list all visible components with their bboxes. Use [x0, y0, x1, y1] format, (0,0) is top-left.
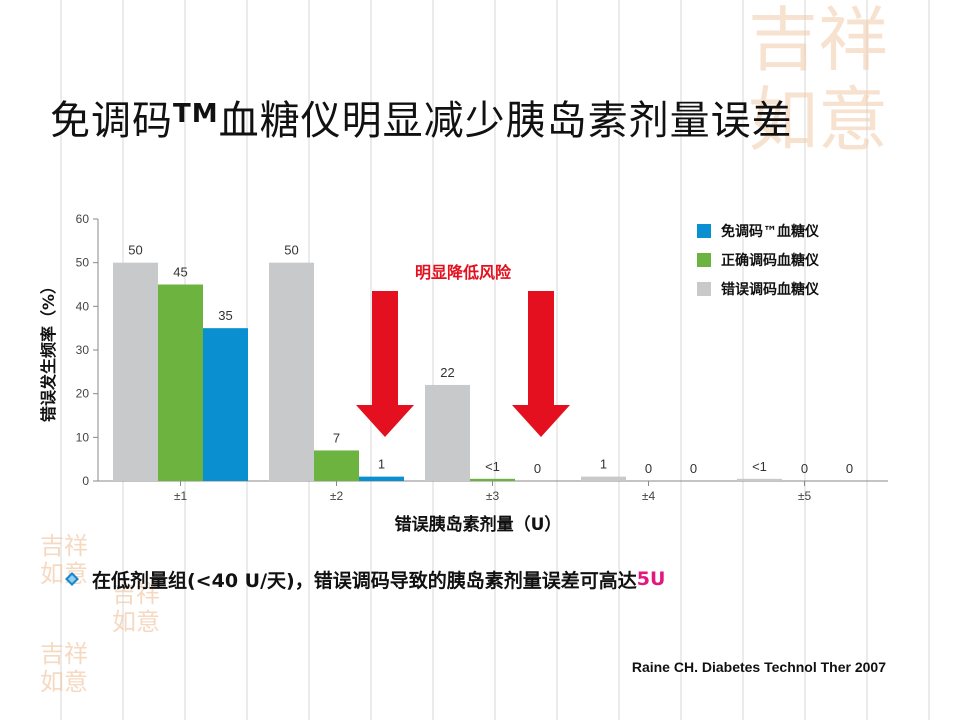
watermark-seal-small: 吉祥 如意 [40, 532, 88, 588]
data-label: 22 [440, 365, 454, 380]
bar [269, 262, 314, 481]
y-tick-label: 10 [76, 430, 90, 444]
title-part-1: 免调码 [50, 98, 173, 144]
title-part-2: 血糖仪明显减少胰岛素剂量误差 [218, 98, 793, 144]
watermark-seal-small: 吉祥 如意 [40, 640, 88, 696]
data-label: 50 [284, 243, 298, 258]
bullet-point: 在低剂量组(<40 U/天)，错误调码导致的胰岛素剂量误差可高达 5U [64, 564, 665, 594]
x-tick-label: ±2 [330, 489, 344, 503]
annotation-text: 明显降低风险 [415, 263, 512, 282]
legend-swatch [697, 224, 711, 238]
y-tick-label: 30 [76, 343, 90, 357]
bar [113, 262, 158, 481]
y-tick-label: 20 [76, 387, 90, 401]
data-label: 0 [534, 461, 541, 476]
legend-label: 正确调码血糖仪 [721, 252, 820, 269]
bar [359, 476, 404, 481]
watermark-seal-large: 吉祥 如意 [748, 0, 888, 161]
y-tick-label: 0 [82, 474, 89, 488]
data-label: 0 [846, 461, 853, 476]
bar [158, 284, 203, 481]
x-tick-label: ±5 [798, 489, 812, 503]
x-axis-title: 错误胰岛素剂量（U） [395, 514, 562, 535]
data-label: <1 [752, 459, 767, 474]
slide-title: 免调码TM血糖仪明显减少胰岛素剂量误差 [50, 88, 930, 146]
bullet-text: 在低剂量组(<40 U/天)，错误调码导致的胰岛素剂量误差可高达 [92, 569, 637, 592]
data-label: 1 [600, 457, 607, 472]
x-tick-label: ±1 [174, 489, 188, 503]
data-label: 7 [333, 430, 340, 445]
data-label: <1 [485, 459, 500, 474]
legend-swatch [697, 282, 711, 296]
trademark-mark: TM [173, 99, 219, 129]
data-label: 0 [801, 461, 808, 476]
data-label: 50 [128, 243, 142, 258]
y-tick-label: 40 [76, 299, 90, 313]
citation: Raine CH. Diabetes Technol Ther 2007 [631, 659, 886, 675]
y-axis-title: 错误发生频率（%） [39, 278, 58, 422]
bar [425, 384, 470, 481]
diamond-bullet-icon [65, 572, 79, 586]
data-label: 1 [378, 457, 385, 472]
data-label: 35 [218, 308, 232, 323]
x-tick-label: ±4 [642, 489, 656, 503]
legend-swatch [697, 253, 711, 267]
y-tick-label: 50 [76, 256, 90, 270]
data-label: 0 [690, 461, 697, 476]
y-tick-label: 60 [76, 212, 90, 226]
legend-label: 免调码™血糖仪 [721, 223, 820, 240]
bullet-highlight: 5U [636, 568, 666, 590]
bar [581, 476, 626, 481]
watermark-seal-small: 吉祥 如意 [112, 580, 160, 636]
bar [470, 478, 515, 481]
bar [314, 450, 359, 481]
down-arrow-icon [356, 291, 414, 437]
legend-label: 错误调码血糖仪 [721, 281, 820, 298]
data-label: 0 [645, 461, 652, 476]
data-label: 45 [173, 265, 187, 280]
bar [203, 328, 248, 481]
x-tick-label: ±3 [486, 489, 500, 503]
down-arrow-icon [512, 291, 570, 437]
bar [737, 478, 782, 481]
